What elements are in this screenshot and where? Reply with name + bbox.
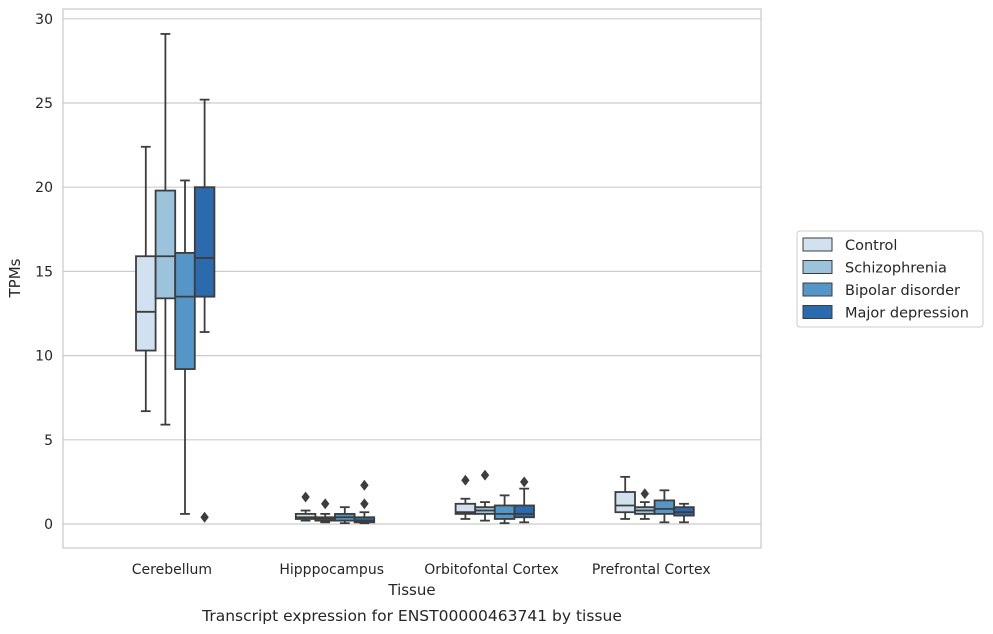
box-control bbox=[614, 475, 636, 520]
outlier-point bbox=[640, 488, 649, 500]
box-schizophrenia bbox=[154, 33, 177, 426]
legend-swatch bbox=[802, 282, 833, 297]
legend: Control Schizophrenia Bipolar disorder Majo… bbox=[796, 230, 984, 328]
x-axis-title: Tissue bbox=[387, 581, 435, 599]
box-major-depression bbox=[353, 479, 376, 525]
outlier-point bbox=[200, 511, 209, 523]
legend-label: Schizophrenia bbox=[845, 261, 947, 277]
box-schizophrenia bbox=[474, 469, 496, 522]
chart-caption: Transcript expression for ENST0000046374… bbox=[201, 607, 622, 625]
legend-label: Control bbox=[845, 238, 897, 254]
legend-frame bbox=[796, 230, 984, 328]
outlier-point bbox=[301, 491, 310, 503]
box-bipolar-disorder bbox=[653, 489, 676, 524]
y-tick-label: 25 bbox=[35, 96, 53, 112]
legend-swatch bbox=[802, 237, 833, 252]
box-bipolar-disorder bbox=[334, 506, 356, 525]
x-tick-label: Cerebellum bbox=[132, 562, 212, 578]
box-bipolar-disorder bbox=[493, 494, 516, 525]
y-axis-title: TPMs bbox=[6, 258, 24, 298]
iqr-box bbox=[154, 189, 177, 300]
box-layer bbox=[135, 33, 695, 525]
y-tick-label: 20 bbox=[35, 180, 53, 196]
box-schizophrenia bbox=[314, 498, 336, 524]
iqr-box bbox=[513, 504, 535, 519]
legend-swatch bbox=[802, 305, 833, 319]
box-major-depression bbox=[193, 98, 216, 523]
iqr-box bbox=[174, 251, 196, 370]
tick-labels: 0 5 10 15 20 25 30 Cerebellum Hipppocampus Orbito… bbox=[35, 12, 710, 578]
x-tick-label: Prefrontal Cortex bbox=[592, 562, 711, 578]
x-tick-label: Orbitofontal Cortex bbox=[424, 562, 559, 578]
iqr-box bbox=[135, 255, 157, 352]
iqr-box bbox=[653, 499, 676, 515]
box-control bbox=[454, 474, 477, 520]
legend-swatch bbox=[802, 260, 833, 274]
box-major-depression bbox=[673, 502, 695, 524]
y-tick-label: 0 bbox=[44, 517, 53, 533]
outlier-point bbox=[520, 476, 529, 488]
y-tick-label: 5 bbox=[44, 433, 53, 449]
y-tick-label: 10 bbox=[35, 349, 53, 365]
y-tick-label: 15 bbox=[35, 264, 53, 280]
outlier-point bbox=[461, 474, 470, 486]
x-tick-label: Hipppocampus bbox=[279, 562, 384, 578]
box-control bbox=[294, 491, 317, 522]
y-tick-label: 30 bbox=[35, 12, 53, 28]
outlier-point bbox=[360, 479, 369, 491]
plot-frame bbox=[62, 8, 762, 549]
outlier-point bbox=[480, 469, 490, 481]
outlier-point bbox=[321, 498, 330, 510]
legend-label: Bipolar disorder bbox=[845, 283, 960, 299]
iqr-box bbox=[614, 491, 636, 514]
iqr-box bbox=[193, 186, 216, 298]
box-schizophrenia bbox=[634, 488, 656, 520]
box-control bbox=[135, 145, 157, 413]
iqr-box bbox=[493, 504, 516, 520]
legend-label: Major depression bbox=[845, 306, 969, 322]
box-major-depression bbox=[513, 476, 535, 524]
box-bipolar-disorder bbox=[174, 179, 196, 515]
outlier-point bbox=[360, 498, 369, 510]
